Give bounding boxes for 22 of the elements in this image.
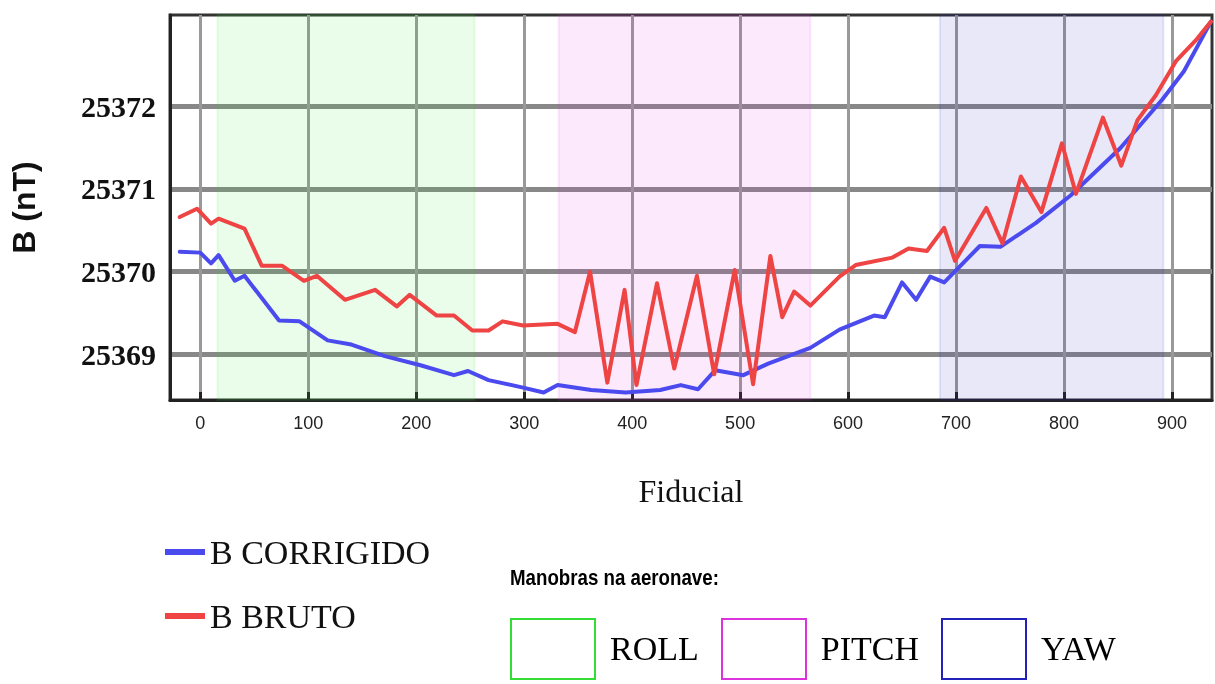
y-axis-title: B (nT): [6, 161, 42, 254]
legend-label: PITCH: [820, 630, 920, 668]
x-tick-label: 400: [617, 413, 648, 433]
x-tick-label: 900: [1157, 413, 1188, 433]
x-tick-label: 800: [1049, 413, 1080, 433]
text: Manobras na aeronave:: [510, 565, 719, 591]
x-tick-label: 700: [941, 413, 972, 433]
y-tick-label: 25370: [81, 255, 156, 289]
x-axis-title: Fiducial: [638, 473, 744, 509]
legend-label: B BRUTO: [210, 597, 356, 635]
x-tick-label: 200: [401, 413, 432, 433]
x-tick-label: 600: [833, 413, 864, 433]
legend-label: B CORRIGIDO: [210, 533, 431, 571]
y-tick-label: 25369: [81, 337, 156, 371]
x-tick-label: 0: [195, 413, 206, 433]
x-tick-label: 100: [293, 413, 324, 433]
legend-label: ROLL: [610, 630, 699, 668]
legend-label: YAW: [1041, 630, 1116, 668]
y-tick-label: 25372: [81, 89, 156, 123]
x-tick-label: 300: [509, 413, 540, 433]
x-tick-label: 500: [725, 413, 756, 433]
y-tick-label: 25371: [81, 172, 156, 206]
